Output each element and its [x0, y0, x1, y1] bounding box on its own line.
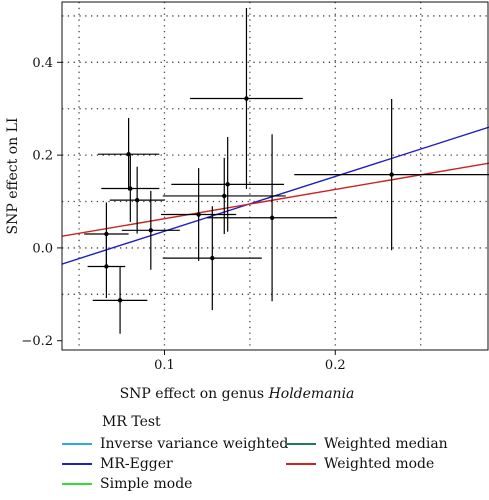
- data-point-group: [109, 166, 165, 234]
- data-point-group: [101, 155, 160, 222]
- legend-title: MR Test: [102, 414, 161, 430]
- data-point: [148, 228, 154, 233]
- legend-item: Weighted mode: [286, 456, 434, 476]
- legend-item: Weighted median: [286, 436, 448, 456]
- data-point: [225, 182, 230, 187]
- data-point-group: [171, 137, 285, 232]
- x-tick-label: 0.2: [325, 358, 346, 373]
- data-point-group: [207, 134, 337, 302]
- data-point-group: [97, 118, 160, 191]
- legend-label: Weighted median: [324, 436, 448, 452]
- x-tick-label: 0.1: [154, 358, 175, 373]
- data-point: [104, 231, 109, 237]
- legend-swatch: [62, 483, 92, 485]
- plot-frame: [61, 1, 489, 351]
- regression-line: [62, 162, 489, 237]
- data-point: [117, 298, 123, 303]
- data-point: [222, 193, 227, 199]
- legend-swatch: [62, 443, 92, 445]
- y-tick-label: 0.4: [32, 56, 53, 71]
- data-point: [134, 197, 140, 203]
- data-point-group: [161, 168, 237, 261]
- data-point: [196, 212, 201, 217]
- legend: MR Test Inverse variance weighted MR-Egge…: [62, 414, 482, 500]
- y-tick-label: −0.2: [21, 334, 53, 349]
- legend-swatch: [286, 443, 316, 445]
- data-point-group: [121, 190, 180, 270]
- data-point-group: [162, 206, 262, 311]
- data-point-group: [162, 157, 286, 234]
- y-tick-label: 0.2: [32, 149, 53, 164]
- legend-swatch: [286, 463, 316, 465]
- data-point: [126, 151, 131, 157]
- x-axis-title: SNP effect on genus Holdemania: [120, 386, 355, 402]
- data-point: [244, 96, 249, 101]
- x-axis-title-italic: Holdemania: [268, 386, 355, 402]
- data-point-group: [87, 234, 126, 299]
- data-point-group: [92, 266, 148, 334]
- y-axis-title: SNP effect on LI: [5, 118, 21, 235]
- chart: 0.1 0.2 −0.2 0.0 0.2 0.4 SNP effect on genus …: [5, 1, 489, 402]
- data-point-group: [190, 8, 303, 189]
- grid-lines: [62, 2, 489, 350]
- legend-label: MR-Egger: [100, 456, 173, 472]
- legend-item: MR-Egger: [62, 456, 173, 476]
- data-points: [84, 8, 489, 334]
- y-tick-label: 0.0: [32, 241, 53, 256]
- data-point: [389, 172, 394, 177]
- legend-swatch: [62, 463, 92, 465]
- axis-ticks: 0.1 0.2 −0.2 0.0 0.2 0.4: [21, 56, 345, 373]
- x-axis-title-prefix: SNP effect on genus: [120, 386, 269, 402]
- legend-item: Simple mode: [62, 476, 192, 496]
- data-point-group: [294, 98, 489, 251]
- legend-label: Weighted mode: [324, 456, 435, 472]
- data-point: [128, 186, 133, 191]
- legend-item: Inverse variance weighted: [62, 436, 288, 456]
- legend-label: Simple mode: [100, 476, 193, 492]
- data-point: [210, 255, 215, 261]
- data-point: [269, 215, 275, 220]
- legend-label: Inverse variance weighted: [100, 436, 289, 452]
- data-point: [104, 264, 109, 269]
